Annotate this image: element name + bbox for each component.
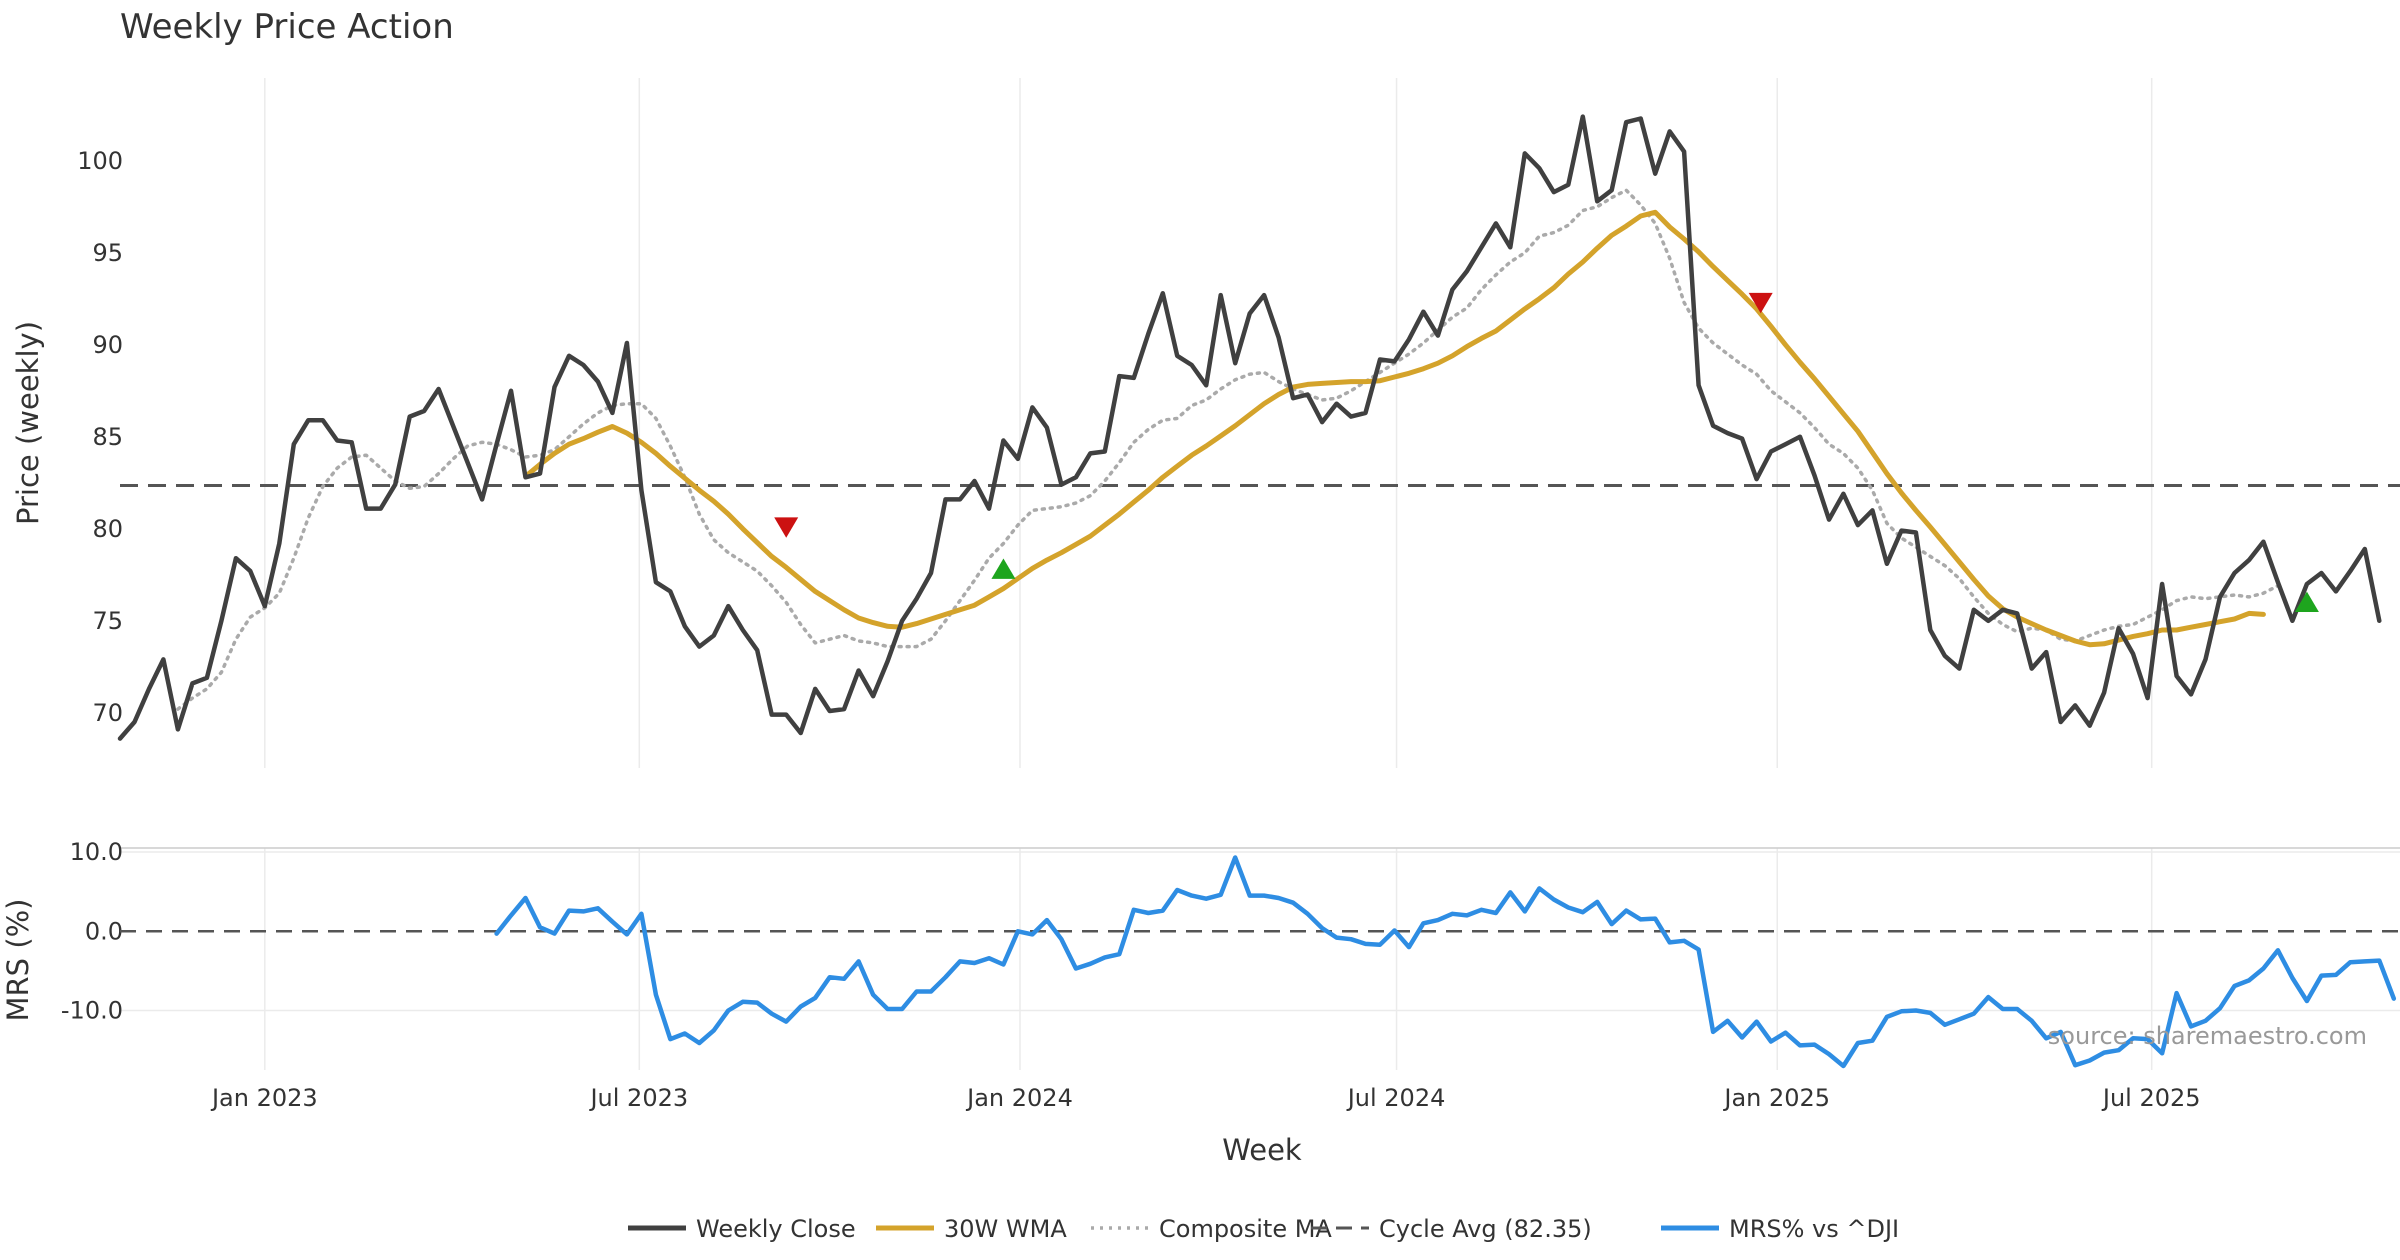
composite-ma-line [176, 188, 2280, 711]
price-y-axis-label: Price (weekly) [11, 321, 45, 525]
x-tick-label: Jan 2025 [1722, 1084, 1830, 1112]
mrs-panel: 10.0 0.0 -10.0 MRS (%) [1, 838, 2400, 1070]
legend-label: Cycle Avg (82.35) [1379, 1215, 1592, 1243]
mrs-line [494, 855, 2397, 1069]
price-y-tick-label: 80 [92, 515, 123, 543]
x-tick-label: Jan 2024 [965, 1084, 1073, 1112]
source-watermark: source: sharemaestro.com [2048, 1022, 2367, 1050]
mrs-y-tick-label: 10.0 [70, 838, 123, 866]
sell-signal-marker [1748, 292, 1773, 314]
x-tick-label: Jul 2023 [588, 1084, 688, 1112]
x-tick-label: Jan 2023 [210, 1084, 318, 1112]
mrs-y-tick-label: 0.0 [85, 917, 123, 945]
x-tick-label: Jul 2025 [2101, 1084, 2201, 1112]
legend-label: Composite MA [1159, 1215, 1332, 1243]
weekly-close-line [117, 114, 2382, 741]
mrs-y-axis-label: MRS (%) [1, 899, 35, 1022]
x-tick-label: Jul 2024 [1346, 1084, 1446, 1112]
legend: Weekly Close 30W WMA Composite MA Cycle Avg… [628, 1215, 1899, 1243]
price-panel: 70 75 80 85 90 95 100 Price (weekly) [11, 78, 2400, 768]
price-y-tick-label: 75 [92, 607, 123, 635]
price-y-tick-label: 90 [92, 331, 123, 359]
buy-signal-marker [2294, 591, 2319, 612]
buy-signal-marker [991, 558, 1016, 579]
x-axis-label: Week [1222, 1133, 1302, 1167]
x-axis: Jan 2023 Jul 2023 Jan 2024 Jul 2024 Jan 2025… [210, 1084, 2201, 1167]
chart-title: Weekly Price Action [120, 7, 454, 47]
price-y-tick-label: 85 [92, 423, 123, 451]
sell-signal-marker [774, 517, 799, 538]
mrs-y-tick-label: -10.0 [61, 997, 123, 1025]
price-y-tick-label: 70 [92, 699, 123, 727]
price-y-tick-label: 100 [77, 147, 123, 175]
legend-label: MRS% vs ^DJI [1729, 1215, 1899, 1243]
price-y-tick-label: 95 [92, 239, 123, 267]
legend-label: 30W WMA [944, 1215, 1067, 1243]
legend-label: Weekly Close [696, 1215, 856, 1243]
wma-30w-line [523, 209, 2266, 648]
